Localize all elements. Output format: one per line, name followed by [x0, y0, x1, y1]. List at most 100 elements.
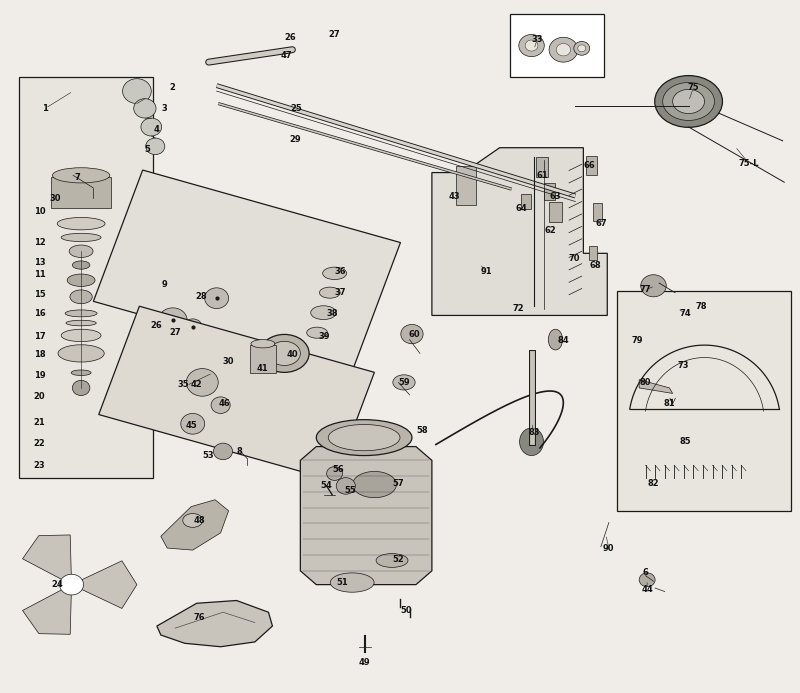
Text: 85: 85	[679, 437, 691, 446]
Ellipse shape	[251, 340, 275, 348]
Text: 67: 67	[595, 219, 606, 228]
Text: 28: 28	[195, 292, 206, 301]
Text: 66: 66	[584, 161, 596, 170]
Circle shape	[525, 40, 538, 51]
Circle shape	[59, 574, 83, 595]
Text: 35: 35	[178, 380, 189, 389]
Text: 37: 37	[334, 288, 346, 297]
Text: 59: 59	[398, 378, 410, 387]
Circle shape	[134, 98, 156, 118]
Ellipse shape	[58, 345, 104, 362]
Text: 82: 82	[648, 479, 659, 488]
Circle shape	[639, 573, 655, 587]
Polygon shape	[161, 500, 229, 550]
Text: 20: 20	[34, 392, 46, 401]
Polygon shape	[71, 561, 137, 608]
Circle shape	[214, 443, 233, 459]
Ellipse shape	[328, 425, 400, 450]
Ellipse shape	[316, 420, 412, 455]
Text: 77: 77	[640, 286, 651, 295]
Text: 18: 18	[34, 350, 46, 359]
Ellipse shape	[310, 306, 336, 319]
Bar	[593, 203, 602, 220]
Text: 53: 53	[203, 451, 214, 460]
Ellipse shape	[306, 327, 327, 338]
Circle shape	[641, 274, 666, 297]
Text: 11: 11	[34, 270, 46, 279]
Polygon shape	[94, 170, 401, 374]
Text: 26: 26	[150, 322, 162, 331]
Circle shape	[146, 138, 165, 155]
Polygon shape	[432, 148, 607, 315]
Text: 57: 57	[393, 479, 404, 488]
Circle shape	[141, 118, 162, 136]
Circle shape	[205, 288, 229, 308]
Bar	[589, 247, 597, 261]
Circle shape	[574, 42, 590, 55]
Ellipse shape	[182, 514, 202, 527]
Text: 52: 52	[393, 554, 404, 563]
Polygon shape	[22, 535, 71, 585]
Bar	[586, 156, 597, 175]
Text: 60: 60	[409, 330, 420, 339]
Ellipse shape	[57, 218, 105, 230]
Text: 43: 43	[448, 191, 460, 200]
Circle shape	[326, 466, 342, 480]
Text: 72: 72	[512, 304, 524, 313]
Circle shape	[336, 477, 355, 494]
Text: 25: 25	[290, 104, 302, 113]
Text: 73: 73	[678, 361, 689, 370]
Text: 47: 47	[281, 51, 293, 60]
Ellipse shape	[376, 554, 408, 568]
Text: 80: 80	[640, 378, 651, 387]
Text: 38: 38	[326, 309, 338, 318]
Polygon shape	[300, 446, 432, 585]
Text: 84: 84	[558, 337, 570, 346]
Text: 33: 33	[531, 35, 543, 44]
Circle shape	[401, 324, 423, 344]
Text: 50: 50	[401, 606, 412, 615]
Text: 76: 76	[194, 613, 205, 622]
Text: 27: 27	[329, 30, 341, 39]
Text: 29: 29	[289, 135, 301, 144]
Ellipse shape	[71, 370, 91, 376]
Ellipse shape	[70, 290, 92, 304]
Text: 30: 30	[50, 193, 62, 202]
Polygon shape	[639, 380, 673, 394]
Bar	[549, 202, 562, 222]
Text: 36: 36	[334, 267, 346, 277]
Bar	[51, 177, 110, 209]
Text: 90: 90	[603, 543, 614, 552]
Ellipse shape	[66, 320, 96, 326]
Ellipse shape	[319, 287, 340, 298]
Bar	[521, 194, 530, 209]
Bar	[678, 351, 689, 373]
Polygon shape	[157, 601, 273, 647]
Circle shape	[186, 369, 218, 396]
Ellipse shape	[678, 300, 688, 306]
Text: 91: 91	[480, 267, 492, 277]
Text: 12: 12	[34, 238, 46, 247]
Text: 56: 56	[332, 465, 344, 474]
Bar	[250, 345, 276, 373]
Text: 26: 26	[284, 33, 296, 42]
Text: 17: 17	[34, 332, 46, 341]
Bar	[544, 182, 555, 200]
Circle shape	[122, 79, 151, 103]
Ellipse shape	[678, 348, 688, 353]
Polygon shape	[19, 78, 153, 477]
Ellipse shape	[69, 245, 93, 258]
Text: 68: 68	[590, 261, 601, 270]
Ellipse shape	[53, 168, 110, 183]
Ellipse shape	[353, 471, 397, 498]
Bar	[535, 157, 548, 177]
Text: 15: 15	[34, 290, 46, 299]
Circle shape	[211, 397, 230, 414]
Text: 40: 40	[286, 350, 298, 359]
Text: 13: 13	[34, 258, 46, 267]
Text: 16: 16	[34, 309, 46, 318]
Ellipse shape	[61, 234, 101, 242]
Text: 58: 58	[417, 426, 428, 435]
Text: 22: 22	[34, 439, 46, 448]
Text: 74: 74	[679, 309, 691, 318]
